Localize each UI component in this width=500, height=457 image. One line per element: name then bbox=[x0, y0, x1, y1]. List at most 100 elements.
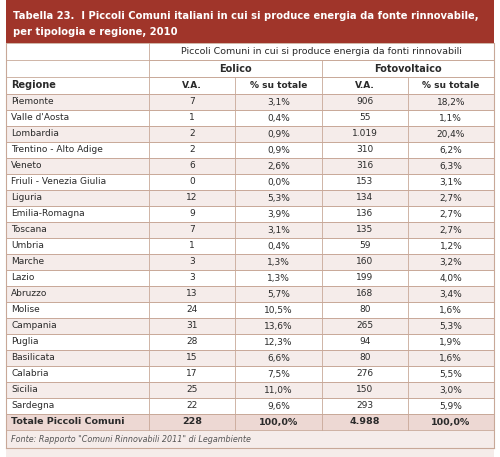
Text: 55: 55 bbox=[359, 113, 370, 122]
Text: 3,2%: 3,2% bbox=[440, 257, 462, 266]
Text: 1,6%: 1,6% bbox=[440, 305, 462, 314]
Text: 293: 293 bbox=[356, 402, 373, 410]
Bar bbox=[6, 60, 494, 77]
Text: 134: 134 bbox=[356, 193, 373, 202]
Text: 24: 24 bbox=[186, 305, 198, 314]
Bar bbox=[6, 158, 494, 174]
Text: 1,3%: 1,3% bbox=[267, 257, 290, 266]
Text: Campania: Campania bbox=[11, 322, 56, 330]
Text: 9: 9 bbox=[189, 209, 195, 218]
Text: 0,4%: 0,4% bbox=[267, 113, 290, 122]
Text: Eolico: Eolico bbox=[219, 64, 252, 74]
Text: 136: 136 bbox=[356, 209, 373, 218]
Text: 153: 153 bbox=[356, 177, 373, 186]
Text: Regione: Regione bbox=[11, 80, 56, 90]
Text: 0,9%: 0,9% bbox=[267, 145, 290, 154]
Text: 13: 13 bbox=[186, 289, 198, 298]
Text: 1,9%: 1,9% bbox=[440, 338, 462, 346]
Text: Totale Piccoli Comuni: Totale Piccoli Comuni bbox=[11, 418, 124, 426]
Text: 6,2%: 6,2% bbox=[440, 145, 462, 154]
Text: 2,7%: 2,7% bbox=[440, 209, 462, 218]
Text: 80: 80 bbox=[359, 354, 370, 362]
Text: Lazio: Lazio bbox=[11, 273, 34, 282]
Text: 168: 168 bbox=[356, 289, 373, 298]
Bar bbox=[6, 206, 494, 222]
Text: 18,2%: 18,2% bbox=[436, 97, 465, 106]
Text: Umbria: Umbria bbox=[11, 241, 44, 250]
Text: 28: 28 bbox=[186, 338, 198, 346]
Bar bbox=[6, 430, 494, 448]
Bar bbox=[6, 0, 494, 43]
Text: 4,0%: 4,0% bbox=[440, 273, 462, 282]
Text: 100,0%: 100,0% bbox=[431, 418, 470, 426]
Text: 0,0%: 0,0% bbox=[267, 177, 290, 186]
Text: 199: 199 bbox=[356, 273, 373, 282]
Text: 1,1%: 1,1% bbox=[440, 113, 462, 122]
Text: 7,5%: 7,5% bbox=[267, 370, 290, 378]
Text: 59: 59 bbox=[359, 241, 370, 250]
Text: Liguria: Liguria bbox=[11, 193, 42, 202]
Text: 6: 6 bbox=[189, 161, 195, 170]
Text: 1,2%: 1,2% bbox=[440, 241, 462, 250]
Text: Sardegna: Sardegna bbox=[11, 402, 54, 410]
Text: Fotovoltaico: Fotovoltaico bbox=[374, 64, 442, 74]
Text: 1: 1 bbox=[189, 241, 195, 250]
Text: Emilia-Romagna: Emilia-Romagna bbox=[11, 209, 85, 218]
Text: 5,5%: 5,5% bbox=[440, 370, 462, 378]
Text: 310: 310 bbox=[356, 145, 373, 154]
Text: 5,7%: 5,7% bbox=[267, 289, 290, 298]
Text: Valle d'Aosta: Valle d'Aosta bbox=[11, 113, 69, 122]
Text: Basilicata: Basilicata bbox=[11, 354, 55, 362]
Text: Fonte: Rapporto "Comuni Rinnovabili 2011" di Legambiente: Fonte: Rapporto "Comuni Rinnovabili 2011… bbox=[11, 435, 251, 443]
Text: 3,1%: 3,1% bbox=[440, 177, 462, 186]
Text: 3,0%: 3,0% bbox=[440, 386, 462, 394]
Text: Sicilia: Sicilia bbox=[11, 386, 38, 394]
Text: 906: 906 bbox=[356, 97, 373, 106]
Text: Piemonte: Piemonte bbox=[11, 97, 53, 106]
Bar bbox=[6, 318, 494, 334]
Bar bbox=[6, 254, 494, 270]
Text: 1,6%: 1,6% bbox=[440, 354, 462, 362]
Text: 5,3%: 5,3% bbox=[267, 193, 290, 202]
Text: 20,4%: 20,4% bbox=[436, 129, 465, 138]
Bar bbox=[6, 174, 494, 190]
Text: 2,7%: 2,7% bbox=[440, 193, 462, 202]
Text: % su totale: % su totale bbox=[250, 81, 307, 90]
Text: 1.019: 1.019 bbox=[352, 129, 378, 138]
Bar bbox=[6, 302, 494, 318]
Bar bbox=[6, 350, 494, 366]
Text: 7: 7 bbox=[189, 225, 195, 234]
Text: Lombardia: Lombardia bbox=[11, 129, 59, 138]
Text: Puglia: Puglia bbox=[11, 338, 38, 346]
Text: 31: 31 bbox=[186, 322, 198, 330]
Text: 15: 15 bbox=[186, 354, 198, 362]
Text: 25: 25 bbox=[186, 386, 198, 394]
Text: Friuli - Venezia Giulia: Friuli - Venezia Giulia bbox=[11, 177, 106, 186]
Text: 2: 2 bbox=[190, 129, 195, 138]
Bar bbox=[6, 77, 494, 94]
Text: 316: 316 bbox=[356, 161, 373, 170]
Text: 276: 276 bbox=[356, 370, 373, 378]
Text: 7: 7 bbox=[189, 97, 195, 106]
Text: V.A.: V.A. bbox=[355, 81, 374, 90]
Text: 3,4%: 3,4% bbox=[440, 289, 462, 298]
Text: Piccoli Comuni in cui si produce energia da fonti rinnovabili: Piccoli Comuni in cui si produce energia… bbox=[181, 47, 462, 56]
Text: 150: 150 bbox=[356, 386, 373, 394]
Text: 1: 1 bbox=[189, 113, 195, 122]
Text: 2,7%: 2,7% bbox=[440, 225, 462, 234]
Text: V.A.: V.A. bbox=[182, 81, 202, 90]
Text: 6,3%: 6,3% bbox=[440, 161, 462, 170]
Bar bbox=[6, 222, 494, 238]
Text: 13,6%: 13,6% bbox=[264, 322, 292, 330]
Text: 100,0%: 100,0% bbox=[259, 418, 298, 426]
Bar bbox=[6, 286, 494, 302]
Text: 80: 80 bbox=[359, 305, 370, 314]
Text: per tipologia e regione, 2010: per tipologia e regione, 2010 bbox=[13, 27, 177, 37]
Text: 5,3%: 5,3% bbox=[440, 322, 462, 330]
Text: 228: 228 bbox=[182, 418, 202, 426]
Text: Abruzzo: Abruzzo bbox=[11, 289, 48, 298]
Bar bbox=[6, 270, 494, 286]
Bar bbox=[6, 110, 494, 126]
Text: Tabella 23.  I Piccoli Comuni italiani in cui si produce energia da fonte rinnov: Tabella 23. I Piccoli Comuni italiani in… bbox=[13, 11, 478, 21]
Text: 17: 17 bbox=[186, 370, 198, 378]
